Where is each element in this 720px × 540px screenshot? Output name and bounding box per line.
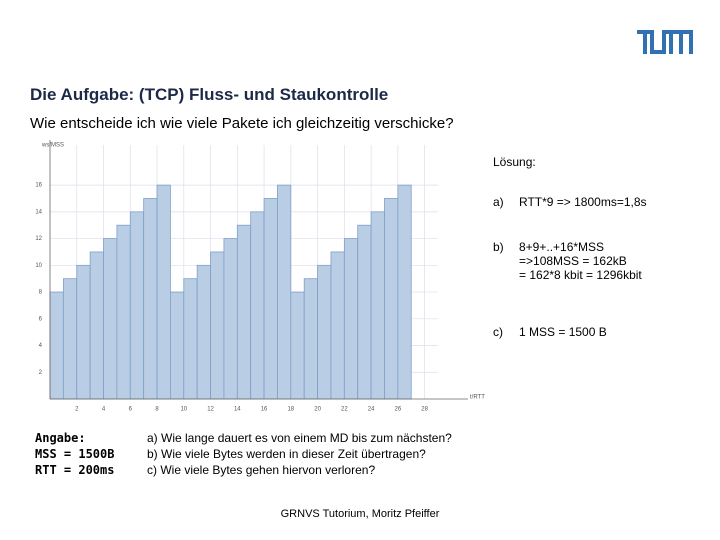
item-line: = 162*8 kbit = 1296kbit: [519, 268, 642, 282]
item-line: RTT*9 => 1800ms=1,8s: [519, 195, 647, 209]
bar: [303, 278, 318, 400]
item-label: b): [493, 240, 504, 254]
given: Angabe: MSS = 1500B RTT = 200ms: [35, 430, 114, 478]
solution-item: c) 1 MSS = 1500 B: [493, 325, 607, 339]
solution: Lösung: a) RTT*9 => 1800ms=1,8s b) 8+9+..+1…: [493, 155, 647, 339]
bar: [236, 224, 252, 400]
y-tick-label: 10: [35, 263, 42, 269]
y-axis-label: ws/MSS: [41, 143, 64, 149]
y-tick-label: 8: [39, 290, 43, 296]
x-tick-label: 16: [261, 407, 268, 413]
bar: [62, 278, 78, 400]
bar: [357, 224, 372, 400]
bar: [384, 198, 399, 400]
bar: [143, 198, 158, 400]
item-text: 8+9+..+16*MSS =>108MSS = 162kB = 162*8 kbi…: [519, 240, 642, 282]
x-tick-label: 20: [314, 407, 321, 413]
y-tick-label: 6: [39, 316, 43, 322]
x-tick-label: 18: [287, 407, 294, 413]
bar: [49, 291, 64, 400]
logo: [637, 30, 693, 54]
solution-item: a) RTT*9 => 1800ms=1,8s: [493, 195, 647, 209]
title: Die Aufgabe: (TCP) Fluss- und Staukontro…: [30, 85, 389, 104]
x-tick-label: 2: [75, 407, 79, 413]
bar: [156, 184, 171, 400]
x-tick-label: 22: [341, 407, 348, 413]
x-tick-label: 4: [102, 407, 106, 413]
x-tick-label: 12: [207, 407, 214, 413]
x-tick-label: 10: [180, 407, 187, 413]
bar: [223, 238, 238, 400]
question: c) Wie viele Bytes gehen hiervon verlore…: [147, 463, 376, 477]
x-tick-label: 14: [234, 407, 241, 413]
item-text: RTT*9 => 1800ms=1,8s: [519, 195, 647, 209]
y-tick-label: 16: [35, 183, 42, 189]
bar: [183, 278, 198, 400]
subtitle: Wie entscheide ich wie viele Pakete ich …: [30, 115, 454, 132]
x-axis-label: t/RTT: [470, 395, 485, 401]
solution-item: b) 8+9+..+16*MSS =>108MSS = 162kB = 162*8 k…: [493, 240, 642, 282]
bar: [397, 184, 412, 400]
bar: [76, 264, 91, 400]
question: b) Wie viele Bytes werden in dieser Zeit…: [147, 447, 426, 461]
footer: GRNVS Tutorium, Moritz Pfeiffer: [280, 508, 440, 520]
x-tick-label: 28: [421, 407, 428, 413]
item-label: c): [493, 325, 503, 339]
bar: [129, 211, 145, 400]
bar: [317, 264, 332, 400]
bar: [170, 291, 185, 400]
item-line: 1 MSS = 1500 B: [519, 325, 607, 339]
question: a) Wie lange dauert es von einem MD bis …: [147, 431, 452, 445]
item-line: =>108MSS = 162kB: [519, 254, 627, 268]
x-tick-label: 8: [155, 407, 159, 413]
x-tick-label: 24: [368, 407, 375, 413]
given-line: MSS = 1500B: [35, 447, 115, 461]
bar: [290, 291, 305, 400]
questions: a) Wie lange dauert es von einem MD bis …: [147, 430, 452, 478]
bar: [103, 238, 118, 400]
item-line: 8+9+..+16*MSS: [519, 240, 605, 254]
given-line: Angabe:: [35, 431, 86, 445]
x-tick-label: 6: [129, 407, 133, 413]
y-tick-label: 12: [35, 236, 42, 242]
y-tick-label: 2: [39, 370, 43, 376]
bar: [210, 251, 225, 400]
bar: [277, 184, 292, 400]
item-text: 1 MSS = 1500 B: [519, 325, 607, 339]
bar: [250, 211, 265, 400]
bar: [343, 238, 359, 400]
item-label: a): [493, 195, 504, 209]
solution-heading: Lösung:: [493, 155, 536, 169]
given-line: RTT = 200ms: [35, 463, 115, 477]
bar: [263, 198, 278, 400]
x-tick-label: 26: [395, 407, 402, 413]
y-tick-label: 14: [35, 209, 42, 215]
bar: [370, 211, 385, 400]
bar: [116, 224, 131, 400]
bar: [196, 264, 211, 400]
y-tick-label: 4: [39, 343, 43, 349]
bar: [89, 251, 104, 400]
bar: [330, 251, 345, 400]
